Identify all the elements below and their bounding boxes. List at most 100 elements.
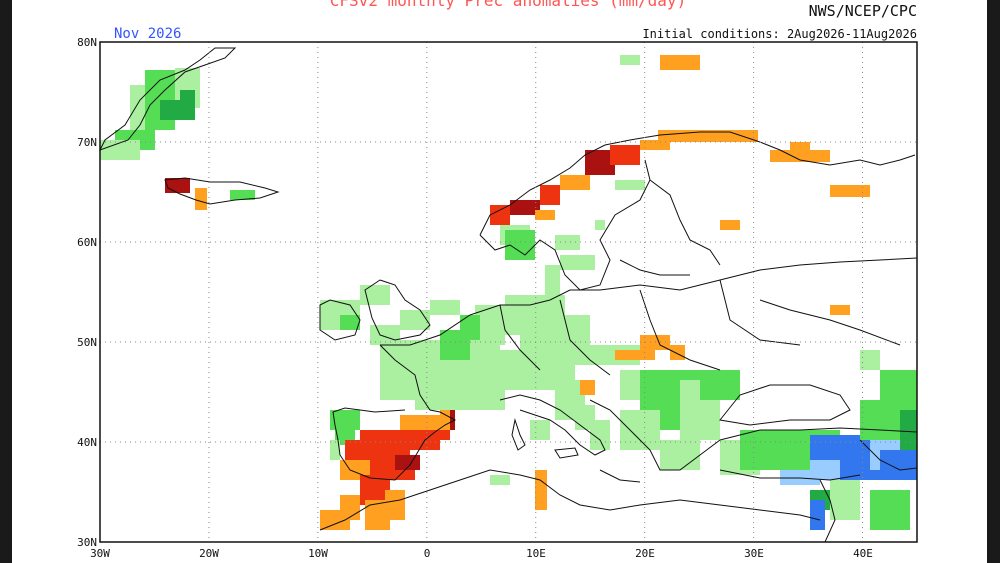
anomaly-cell <box>880 450 917 480</box>
coastline-segment <box>98 47 237 151</box>
anomaly-cell <box>790 142 810 152</box>
anomaly-cell <box>830 185 870 197</box>
coastline-segment <box>719 384 851 426</box>
coastline-segment <box>639 289 721 371</box>
coastline-segment <box>319 299 361 341</box>
anomaly-cell <box>165 178 190 193</box>
lon-label-30e: 30E <box>744 547 764 560</box>
anomaly-cell <box>870 490 910 530</box>
anomaly-cell <box>180 90 195 120</box>
anomaly-cell <box>560 175 590 190</box>
lon-label-30w: 30W <box>90 547 110 560</box>
anomaly-cell <box>610 145 640 165</box>
window-left-edge <box>0 0 12 563</box>
coastline-segment <box>819 479 836 543</box>
anomaly-cell <box>400 415 440 430</box>
anomaly-cell <box>830 305 850 315</box>
coastline-segment <box>589 399 721 471</box>
anomaly-cell <box>490 475 510 485</box>
anomaly-cell <box>500 350 540 390</box>
coastline-segment <box>164 177 280 205</box>
lat-label-70n: 70N <box>77 136 97 149</box>
initial-conditions-label: Initial conditions: 2Aug2026-11Aug2026 <box>642 27 917 41</box>
anomaly-cell <box>830 480 860 520</box>
lon-label-10e: 10E <box>526 547 546 560</box>
anomaly-cell <box>360 285 390 305</box>
coastline-segment <box>599 469 641 483</box>
lat-label-60n: 60N <box>77 236 97 249</box>
map-title: CFSv2 monthly Prec anomalies (mm/day) <box>330 0 686 10</box>
lon-label-40e: 40E <box>853 547 873 560</box>
anomaly-cell <box>620 410 660 450</box>
anomaly-cell <box>615 180 645 190</box>
anomaly-cell <box>555 235 580 250</box>
anomaly-cell <box>595 220 605 230</box>
anomaly-cell <box>510 200 540 215</box>
graticule <box>100 42 917 542</box>
anomaly-cell <box>195 188 207 210</box>
coastline-segment <box>380 257 918 346</box>
lon-label-0: 0 <box>424 547 431 560</box>
coastline-segment <box>499 394 606 456</box>
anomaly-cell <box>580 380 595 395</box>
anomaly-cell <box>345 440 360 460</box>
coastline-segment <box>332 344 457 481</box>
lon-label-10w: 10W <box>308 547 328 560</box>
anomaly-cell <box>620 55 640 65</box>
anomaly-cell <box>160 100 180 120</box>
anomaly-cell <box>440 410 450 430</box>
anomaly-cell <box>640 140 670 150</box>
anomaly-cell <box>365 500 390 530</box>
anomaly-cell <box>340 315 360 330</box>
coastlines-and-borders <box>98 47 918 543</box>
coastline-segment <box>499 304 541 371</box>
anomaly-cell <box>230 190 255 200</box>
latitude-labels: 80N 70N 60N 50N 40N 30N <box>77 36 97 549</box>
coastline-segment <box>719 469 861 481</box>
coastline-segment <box>479 131 916 236</box>
coastline-segment <box>319 469 821 531</box>
anomaly-cell <box>575 405 595 430</box>
anomaly-cell <box>535 470 547 510</box>
organization-label: NWS/NCEP/CPC <box>809 2 917 20</box>
anomaly-cell <box>660 440 700 470</box>
anomaly-cell <box>530 420 550 440</box>
anomaly-cell <box>320 510 350 530</box>
anomaly-cell <box>810 500 825 530</box>
anomaly-cell <box>440 330 470 360</box>
lat-label-40n: 40N <box>77 436 97 449</box>
anomaly-cell <box>540 185 560 205</box>
coastline-segment <box>364 279 431 341</box>
coastline-segment <box>649 179 721 266</box>
coastline-segment <box>619 259 690 276</box>
map-frame <box>99 41 918 543</box>
longitude-labels: 30W 20W 10W 0 10E 20E 30E 40E <box>90 547 873 560</box>
anomaly-cell <box>615 350 655 360</box>
coastline-segment <box>719 279 801 346</box>
anomaly-cell <box>545 265 560 295</box>
lat-label-80n: 80N <box>77 36 97 49</box>
lon-label-20e: 20E <box>635 547 655 560</box>
valid-month-label: Nov 2026 <box>114 26 181 42</box>
anomaly-cell <box>400 310 430 330</box>
lat-label-30n: 30N <box>77 536 97 549</box>
coastline-segment <box>859 439 918 471</box>
coastline-segment <box>719 427 918 441</box>
lon-label-20w: 20W <box>199 547 219 560</box>
anomaly-cell <box>490 205 510 225</box>
coastline-segment <box>511 418 526 451</box>
anomaly-cell <box>505 295 565 335</box>
anomaly-cell <box>560 255 595 270</box>
anomaly-cell <box>100 140 140 160</box>
anomaly-cell <box>720 220 740 230</box>
anomaly-cell <box>330 440 340 460</box>
lat-label-50n: 50N <box>77 336 97 349</box>
coastline-segment <box>559 299 611 376</box>
anomaly-cell <box>535 210 555 220</box>
anomaly-cell <box>660 55 700 70</box>
anomaly-cell <box>430 300 460 315</box>
anomaly-cell <box>670 345 685 360</box>
window-right-edge <box>987 0 1000 563</box>
anomaly-cell <box>415 390 505 410</box>
